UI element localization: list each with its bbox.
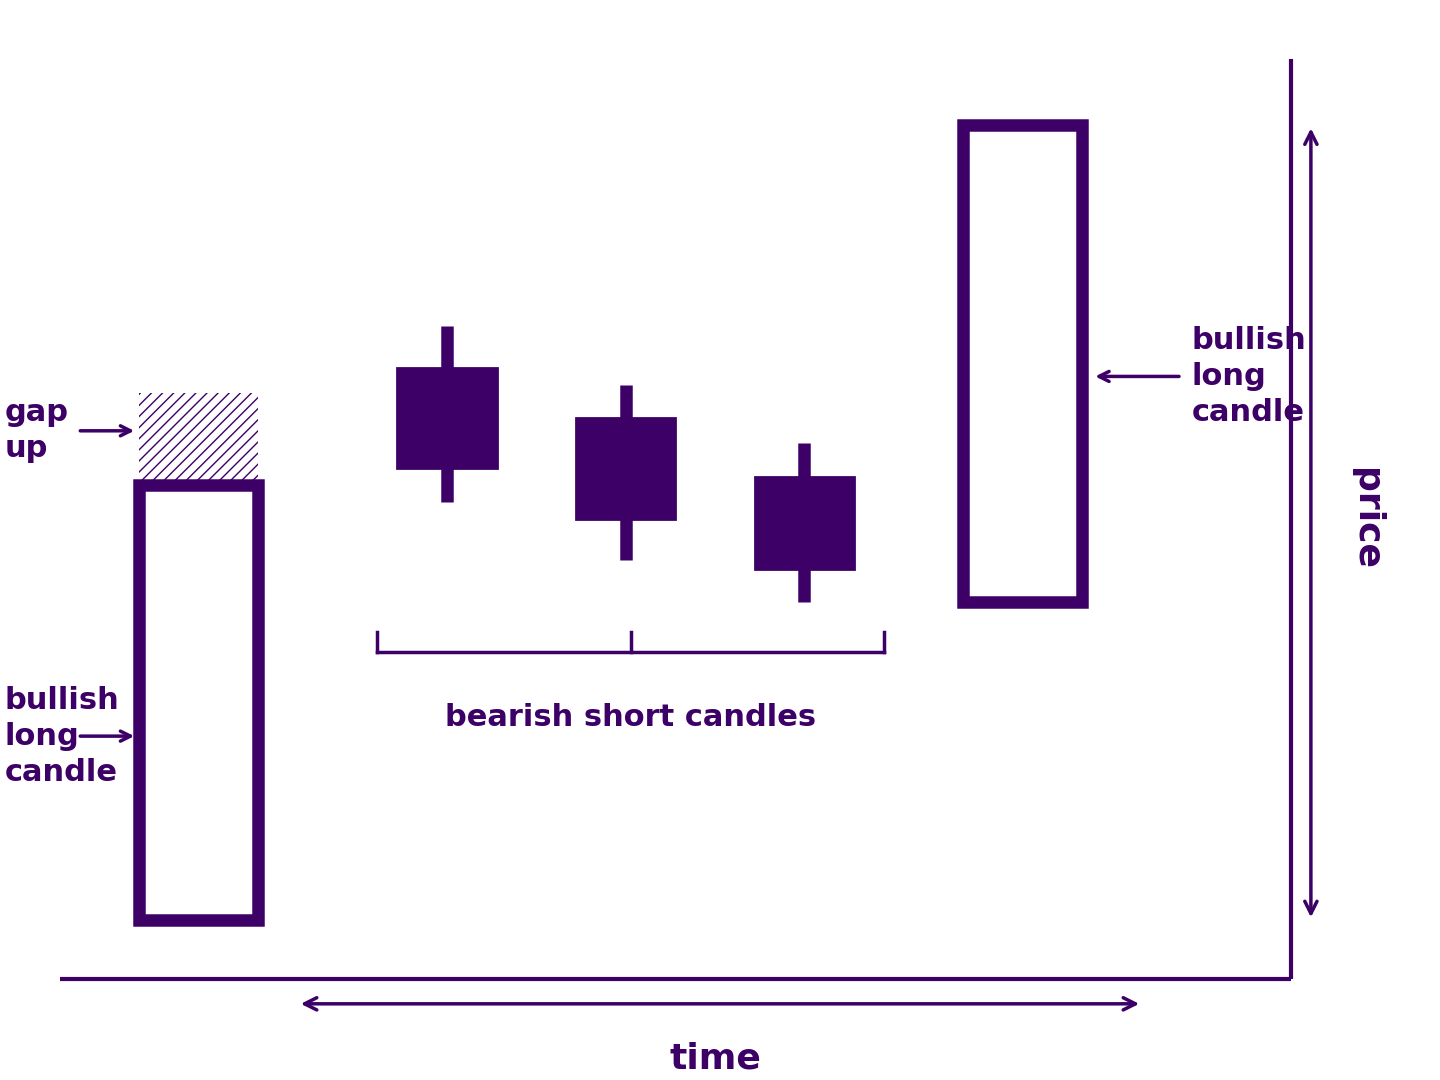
Text: bullish
long
candle: bullish long candle [1192,326,1306,427]
Text: bearish short candles: bearish short candles [445,703,816,731]
Text: time: time [670,1041,760,1076]
Text: gap
up: gap up [4,399,69,463]
Bar [397,368,497,469]
Bar [755,476,854,569]
Bar [963,125,1083,603]
Bar [140,485,258,920]
Bar [140,393,258,485]
Text: bullish
long
candle: bullish long candle [4,686,120,786]
Text: price: price [1348,468,1382,569]
Bar [576,418,675,518]
